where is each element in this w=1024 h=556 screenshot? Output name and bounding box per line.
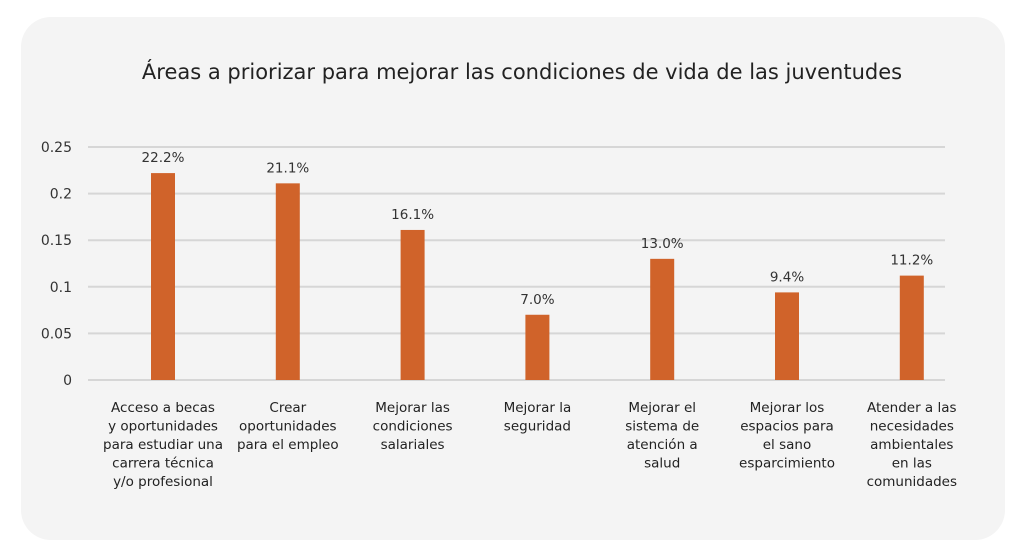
x-category-label: necesidades: [870, 419, 954, 435]
data-label: 21.1%: [266, 160, 309, 176]
x-category-label: para el empleo: [237, 437, 339, 453]
x-category-label: espacios para: [740, 419, 834, 435]
x-category-label: Mejorar el: [628, 400, 696, 416]
bar: [650, 258, 675, 380]
x-category-label: atención a: [627, 437, 698, 453]
x-category-label: condiciones: [373, 419, 453, 435]
data-label: 11.2%: [890, 253, 933, 269]
data-label: 16.1%: [391, 207, 434, 223]
data-label: 13.0%: [641, 236, 684, 252]
x-category-label: carrera técnica: [112, 456, 214, 472]
bar: [151, 173, 175, 380]
y-tick-label: 0.05: [41, 326, 72, 342]
x-category-label: salud: [644, 456, 680, 472]
bar: [525, 314, 550, 380]
x-category-label: ambientales: [870, 437, 953, 453]
x-category-label: Mejorar la: [504, 400, 572, 416]
bar: [400, 229, 425, 380]
y-tick-label: 0.15: [41, 233, 72, 249]
y-tick-label: 0.2: [50, 187, 72, 203]
bar: [775, 292, 799, 380]
x-category-label: Mejorar las: [375, 400, 450, 416]
x-category-label: oportunidades: [239, 419, 337, 435]
data-label: 7.0%: [520, 292, 554, 308]
x-category-label: Mejorar los: [750, 400, 825, 416]
x-category-label: y oportunidades: [108, 419, 218, 435]
data-label: 9.4%: [770, 269, 804, 285]
x-category-label: Acceso a becas: [111, 400, 215, 416]
chart-card: [21, 17, 1005, 540]
y-tick-label: 0: [63, 373, 72, 389]
x-category-label: Atender a las: [867, 400, 957, 416]
y-tick-label: 0.25: [41, 140, 72, 156]
y-tick-label: 0.1: [50, 280, 72, 296]
x-category-label: y/o profesional: [113, 474, 213, 490]
bar: [275, 183, 300, 380]
x-category-label: esparcimiento: [739, 456, 835, 472]
data-label: 22.2%: [142, 150, 185, 166]
x-category-label: seguridad: [504, 419, 571, 435]
x-category-label: Crear: [269, 400, 306, 416]
x-category-label: salariales: [381, 437, 445, 453]
x-category-label: para estudiar una: [103, 437, 223, 453]
x-category-label: el sano: [763, 437, 811, 453]
bar: [899, 275, 924, 380]
x-category-label: sistema de: [625, 419, 699, 435]
chart-title: Áreas a priorizar para mejorar las condi…: [141, 60, 903, 84]
x-category-label: comunidades: [867, 474, 957, 490]
x-category-label: en las: [892, 456, 932, 472]
